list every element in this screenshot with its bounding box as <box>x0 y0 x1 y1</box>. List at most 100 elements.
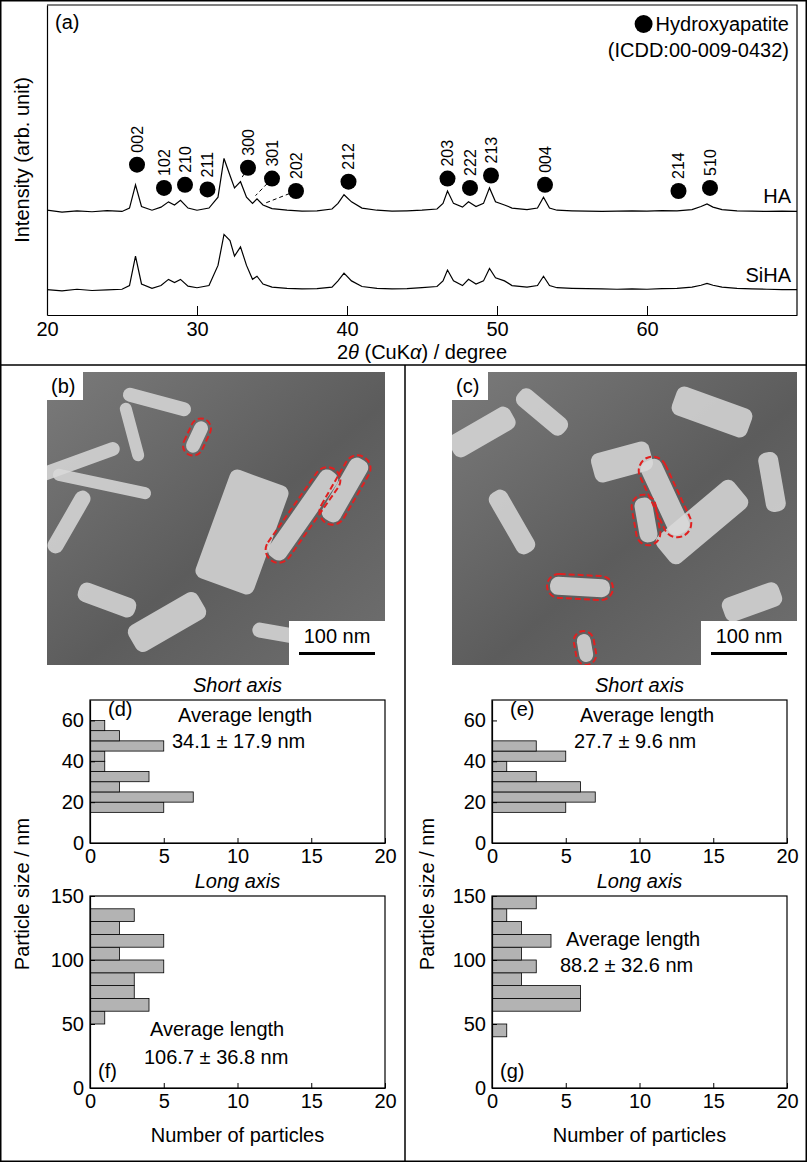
text-run: ) / degree <box>421 341 507 363</box>
particle <box>121 386 192 418</box>
y-tick-mark <box>90 720 95 721</box>
peak-label: 301 <box>264 140 281 167</box>
x-tick-label: 10 <box>629 845 651 867</box>
histogram-bar <box>90 731 120 741</box>
histogram-bar <box>492 896 536 909</box>
particle <box>75 580 138 619</box>
x-tick-mark <box>640 838 641 843</box>
stat-value: 106.7 ± 36.8 nm <box>144 1046 288 1068</box>
scale-bar-box <box>701 621 797 665</box>
series-label: HA <box>763 185 791 207</box>
x-tick-mark <box>566 1083 567 1088</box>
plot-frame <box>90 700 385 843</box>
histogram-bar <box>90 772 149 782</box>
histogram-bar <box>90 782 120 792</box>
image-area <box>452 372 797 665</box>
scale-bar <box>299 652 375 655</box>
x-tick-label: 20 <box>776 1090 798 1112</box>
y-axis: 0 50 100 150 <box>453 885 497 1099</box>
x-tick: 50 <box>486 306 508 340</box>
x-tick: 60 <box>636 306 658 340</box>
stat-label: Average length <box>150 1018 284 1040</box>
x-tick-label: 0 <box>487 845 498 867</box>
y-tick-mark <box>90 960 95 961</box>
y-tick-label: 100 <box>453 949 486 971</box>
peak-marker <box>200 181 216 197</box>
y-tick-label: 40 <box>464 750 486 772</box>
y-tick-mark <box>90 802 95 803</box>
histogram-bar <box>492 751 566 761</box>
x-tick-label: 10 <box>227 1090 249 1112</box>
x-axis: 05101520 <box>85 838 397 867</box>
plot-area <box>90 909 164 1024</box>
y-axis-title: Particle size / nm <box>416 818 438 970</box>
y-tick-label: 150 <box>453 885 486 907</box>
y-tick-label: 50 <box>464 1013 486 1035</box>
series-label: SiHA <box>745 264 791 286</box>
peak-marker <box>483 168 499 184</box>
x-tick: 15 <box>703 1083 725 1112</box>
y-axis <box>47 6 48 316</box>
histogram-bar <box>90 1011 105 1024</box>
plot-frame <box>492 700 787 843</box>
x-tick: 40 <box>336 306 358 340</box>
histogram-panel: 05101520050100150Long axis(g)Average len… <box>453 870 799 1146</box>
panel-label: (e) <box>510 698 534 720</box>
x-tick-mark <box>713 838 714 843</box>
text-run: Intensity (arb. unit) <box>11 77 33 243</box>
x-tick-mark <box>497 306 498 315</box>
y-tick-label: 0 <box>475 1077 486 1099</box>
x-axis: 2030405060 <box>36 306 797 340</box>
stat-label: Average length <box>580 704 714 726</box>
x-axis: 05101520 <box>487 838 799 867</box>
legend-marker <box>635 15 653 33</box>
histogram-bar <box>492 761 507 771</box>
stat-value: 27.7 ± 9.6 nm <box>574 730 696 752</box>
x-tick-mark <box>238 838 239 843</box>
plot-frame <box>90 896 385 1088</box>
particle <box>486 487 538 558</box>
x-tick-label: 5 <box>159 1090 170 1112</box>
histogram-bar <box>90 922 120 935</box>
y-tick-label: 20 <box>62 791 84 813</box>
histogram-bar <box>90 998 149 1011</box>
histogram-bar <box>492 998 581 1011</box>
panel-title: Short axis <box>595 674 684 696</box>
x-axis: 05101520 <box>85 1083 397 1112</box>
measured-particle <box>572 630 598 665</box>
figure-frame <box>0 1 807 1162</box>
x-tick-mark <box>566 838 567 843</box>
peak-marker <box>341 174 357 190</box>
y-tick-label: 0 <box>73 832 84 854</box>
peak-marker <box>537 177 553 193</box>
measured-particle <box>261 462 346 568</box>
panel-label-box <box>452 372 488 400</box>
x-tick-label: 15 <box>301 845 323 867</box>
y-tick-label: 40 <box>62 750 84 772</box>
stat-label: Average length <box>178 704 312 726</box>
x-axis-line <box>48 315 798 316</box>
measured-particle <box>315 451 376 530</box>
measured-particle <box>630 493 662 547</box>
histogram-bar <box>90 973 134 986</box>
x-tick-mark <box>640 1083 641 1088</box>
x-tick-label: 15 <box>301 1090 323 1112</box>
x-tick: 5 <box>159 1083 170 1112</box>
x-tick: 5 <box>561 838 572 867</box>
y-tick-mark <box>492 960 497 961</box>
x-axis-title: 2θ (CuKα) / degree <box>337 341 507 363</box>
image-background <box>47 372 385 665</box>
x-tick: 10 <box>629 1083 651 1112</box>
y-tick-mark <box>90 761 95 762</box>
peak-label: 004 <box>537 146 554 173</box>
x-tick-mark <box>347 306 348 315</box>
panel-label-box <box>47 372 83 400</box>
x-tick-mark <box>238 1083 239 1088</box>
particle <box>125 589 209 655</box>
plot-frame <box>47 5 797 315</box>
histogram-bar <box>90 986 134 999</box>
y-tick-mark <box>492 720 497 721</box>
scale-bar-box <box>289 621 385 665</box>
panel-label: (b) <box>51 375 75 397</box>
particle <box>47 488 93 557</box>
